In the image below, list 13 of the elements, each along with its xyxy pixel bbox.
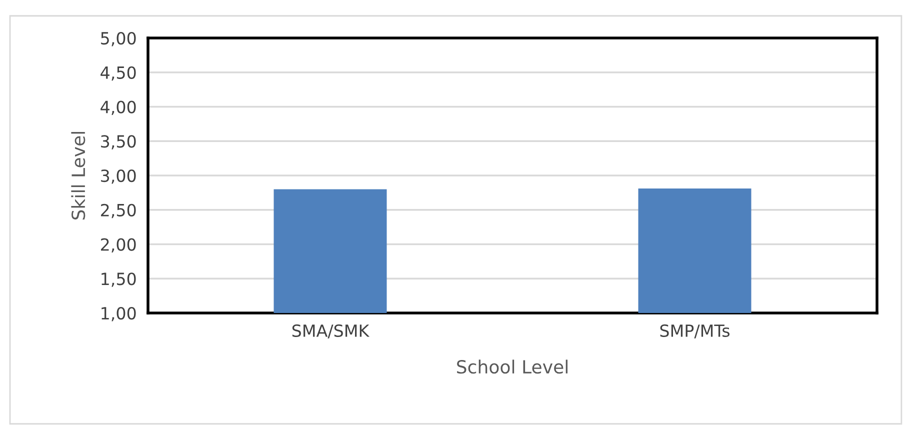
y-tick-label: 4,00	[100, 100, 136, 116]
x-tick-label: SMP/MTs	[660, 324, 730, 338]
x-tick-label: SMA/SMK	[292, 324, 370, 338]
y-tick-label: 3,00	[101, 169, 136, 184]
y-tick-label: 5,00	[101, 32, 136, 46]
y-axis-title: Skill Level	[71, 132, 86, 220]
y-tick-label: 4,50	[100, 66, 136, 81]
y-tick-label: 1,50	[102, 272, 136, 287]
y-tick-label: 2,50	[101, 204, 136, 218]
y-tick-label: 2,00	[101, 238, 136, 253]
y-tick-label: 3,50	[101, 135, 136, 150]
x-axis-title: School Level	[457, 360, 568, 374]
y-tick-label: 1,00	[102, 306, 136, 322]
